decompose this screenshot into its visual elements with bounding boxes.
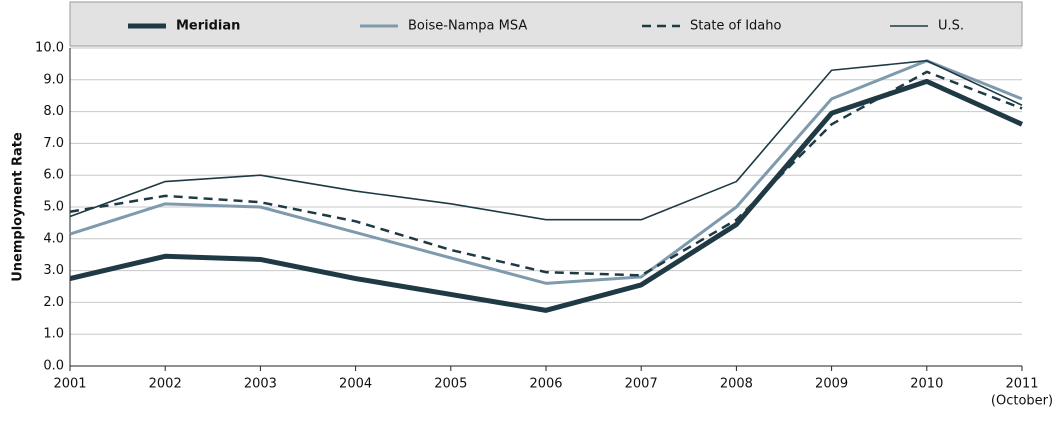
series-line [69,78,1024,313]
series-line [69,59,1023,285]
legend-label: State of Idaho [690,19,781,34]
x-tick-label: 2004 [339,377,372,392]
x-tick-label: 2001 [53,377,86,392]
y-tick-label: 5.0 [43,200,64,215]
series-line [69,70,1023,277]
x-tick-label: 2006 [529,377,562,392]
x-tick-label: 2002 [149,377,182,392]
x-tick-label: 2005 [434,377,467,392]
y-tick-label: 3.0 [43,263,64,278]
legend-label: Meridian [176,19,240,34]
x-tick-label: 2003 [244,377,277,392]
legend-box [69,1,1023,47]
series-line [69,59,1023,221]
y-tick-label: 2.0 [43,295,64,310]
x-tick-label: 2009 [815,377,848,392]
x-tick-label: 2010 [910,377,943,392]
y-tick-label: 4.0 [43,231,64,246]
y-tick-label: 9.0 [43,72,64,87]
legend-label: Boise-Nampa MSA [408,19,527,34]
x-tick-label: 2011 [1005,377,1038,392]
y-tick-label: 0.0 [43,359,64,374]
x-note: (October) [991,394,1053,409]
y-tick-label: 7.0 [43,136,64,151]
y-tick-label: 1.0 [43,327,64,342]
x-tick-label: 2007 [625,377,658,392]
y-tick-label: 8.0 [43,104,64,119]
y-tick-label: 10.0 [35,41,64,56]
x-tick-label: 2008 [720,377,753,392]
legend-label: U.S. [938,19,964,34]
y-axis-label: Unemployment Rate [11,132,26,282]
y-tick-label: 6.0 [43,168,64,183]
